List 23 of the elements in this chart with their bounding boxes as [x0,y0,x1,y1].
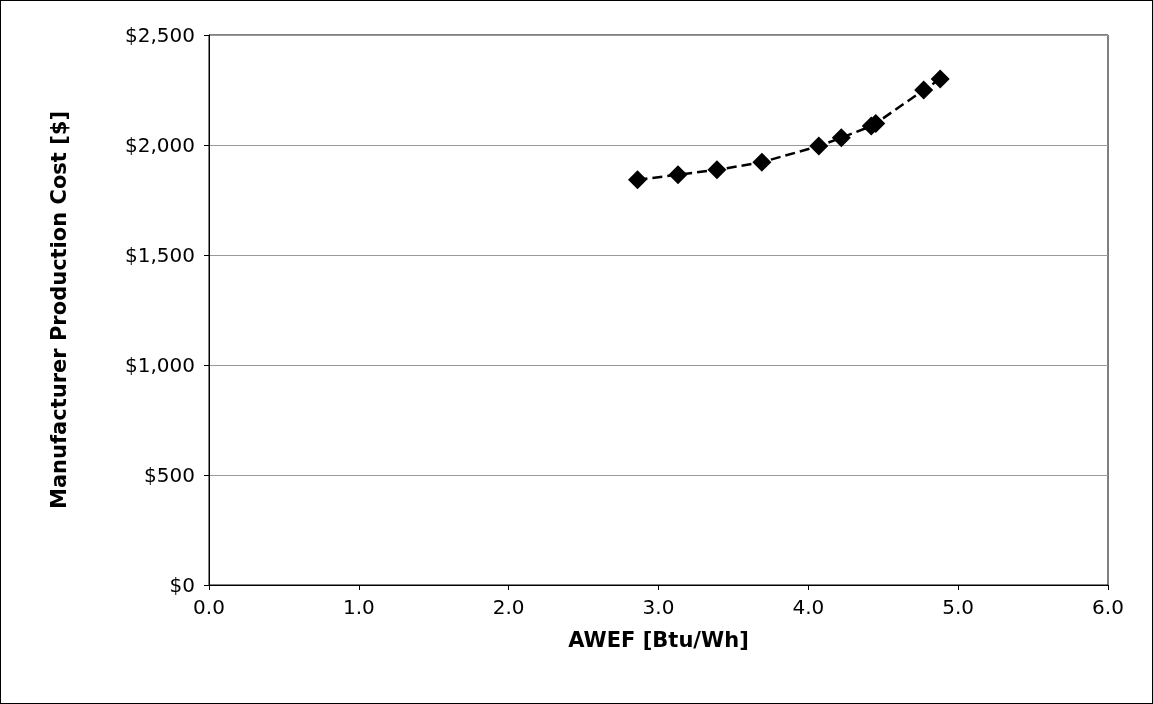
y-tick-label: $1,000 [125,353,195,377]
y-tick-label: $2,500 [125,23,195,47]
point [914,80,934,100]
x-tick-label: 3.0 [642,595,675,619]
point [628,170,648,190]
point [707,160,727,180]
x-tick-label: 5.0 [942,595,975,619]
y-tick-label: $2,000 [125,133,195,157]
y-tick-label: $1,500 [125,243,195,267]
y-axis-title: Manufacturer Production Cost [$] [46,110,71,510]
point [930,69,950,89]
x-tick-label: 6.0 [1092,595,1124,619]
x-axis-title: AWEF [Btu/Wh] [568,627,749,652]
point [831,128,851,148]
x-tick-label: 1.0 [342,595,375,619]
point [752,152,772,172]
point [809,136,829,156]
x-tick-label: 0.0 [193,595,225,619]
x-tick-label: 4.0 [792,595,825,619]
y-tick-label: $0 [169,573,195,597]
point [668,165,688,185]
y-tick-label: $500 [144,463,195,487]
x-tick-label: 2.0 [492,595,525,619]
